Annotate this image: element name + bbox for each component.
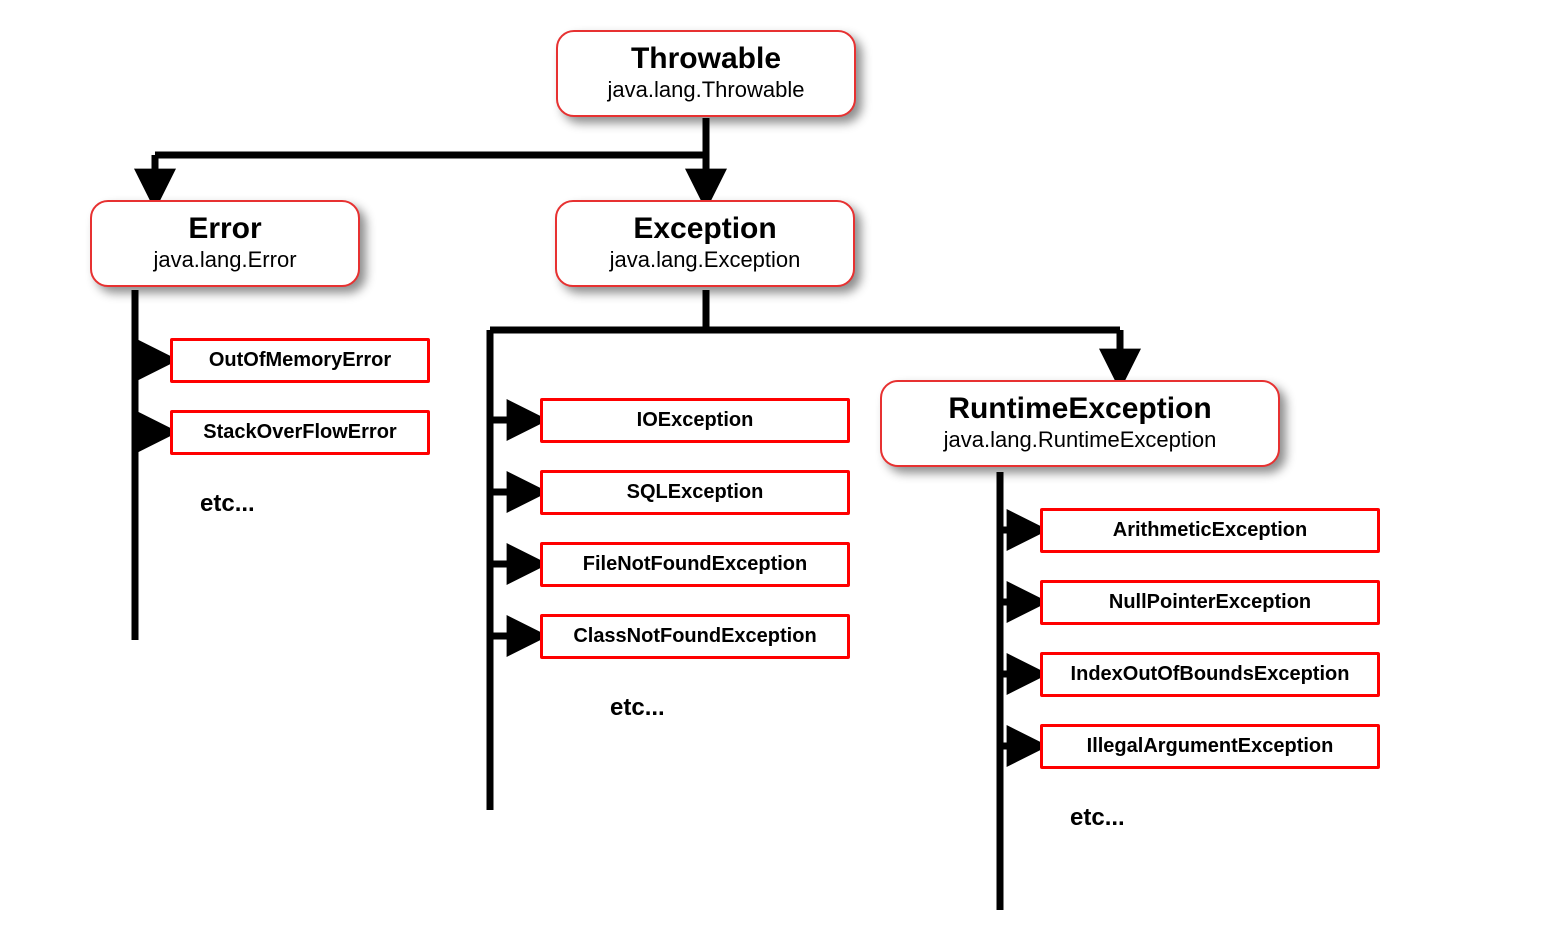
node-runtime: RuntimeException java.lang.RuntimeExcept…: [880, 380, 1280, 467]
leaf-node: OutOfMemoryError: [170, 338, 430, 383]
node-error: Error java.lang.Error: [90, 200, 360, 287]
node-subtitle: java.lang.Error: [118, 247, 332, 273]
node-subtitle: java.lang.Exception: [583, 247, 827, 273]
leaf-node: StackOverFlowError: [170, 410, 430, 455]
leaf-node: ArithmeticException: [1040, 508, 1380, 553]
leaf-node: NullPointerException: [1040, 580, 1380, 625]
node-exception: Exception java.lang.Exception: [555, 200, 855, 287]
node-subtitle: java.lang.Throwable: [584, 77, 828, 103]
leaf-label: ClassNotFoundException: [573, 625, 816, 647]
etc-label: etc...: [610, 694, 665, 722]
node-title: Throwable: [584, 42, 828, 75]
leaf-label: OutOfMemoryError: [209, 349, 391, 371]
leaf-node: SQLException: [540, 470, 850, 515]
leaf-label: SQLException: [627, 481, 764, 503]
leaf-node: IndexOutOfBoundsException: [1040, 652, 1380, 697]
leaf-label: IllegalArgumentException: [1087, 735, 1334, 757]
leaf-node: IOException: [540, 398, 850, 443]
leaf-label: NullPointerException: [1109, 591, 1311, 613]
diagram-canvas: Throwable java.lang.Throwable Error java…: [0, 0, 1560, 950]
etc-label: etc...: [1070, 804, 1125, 832]
leaf-label: StackOverFlowError: [203, 421, 396, 443]
leaf-label: IndexOutOfBoundsException: [1071, 663, 1350, 685]
node-subtitle: java.lang.RuntimeException: [908, 427, 1252, 453]
leaf-node: IllegalArgumentException: [1040, 724, 1380, 769]
etc-label: etc...: [200, 490, 255, 518]
node-title: Exception: [583, 212, 827, 245]
leaf-node: FileNotFoundException: [540, 542, 850, 587]
leaf-label: ArithmeticException: [1113, 519, 1307, 541]
leaf-node: ClassNotFoundException: [540, 614, 850, 659]
node-title: RuntimeException: [908, 392, 1252, 425]
leaf-label: FileNotFoundException: [583, 553, 807, 575]
node-title: Error: [118, 212, 332, 245]
node-throwable: Throwable java.lang.Throwable: [556, 30, 856, 117]
leaf-label: IOException: [637, 409, 754, 431]
